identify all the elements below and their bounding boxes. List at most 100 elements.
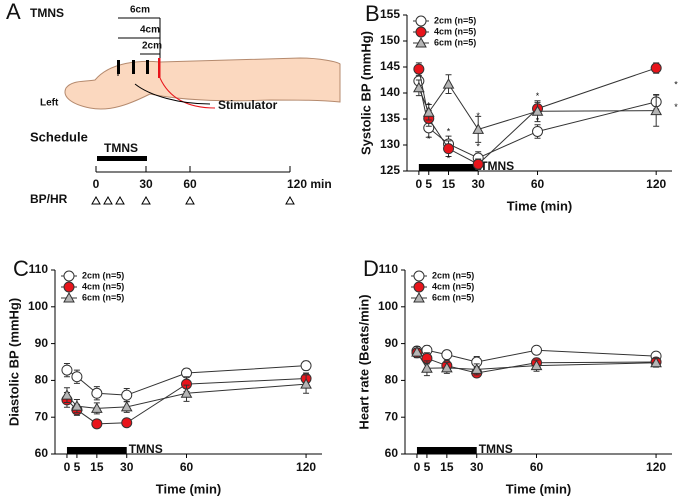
legend-marker [63,281,75,293]
marker [120,400,133,412]
schedule-title: Schedule [30,129,88,144]
marker [650,104,663,116]
side-label: Left [40,98,59,109]
marker [90,402,103,413]
marker [531,105,544,116]
marker [531,344,543,356]
measure-marks [91,195,295,205]
panel-a: A TMNS 6cm 4cm 2cm Left Stimulator Sched… [6,0,341,206]
y-tick-label: 60 [35,446,49,460]
significance: * [674,102,678,112]
x-tick-label: 30 [472,177,486,191]
marker [421,362,433,373]
marker [441,349,453,361]
significance: * [674,80,678,90]
significance: * [427,134,431,144]
y-axis-label: Diastolic BP (mmHg) [6,298,21,426]
y-tick-label: 90 [385,336,399,350]
legend-label: 4cm (n=5) [434,26,476,36]
marker [472,158,484,170]
legend-label: 4cm (n=5) [82,281,124,291]
significance: * [536,115,540,125]
y-tick-label: 130 [380,137,400,151]
y-tick-label: 110 [29,262,49,276]
y-tick-label: 80 [35,373,49,387]
schedule-bar-label: TMNS [104,141,138,155]
arm [64,57,341,110]
y-axis-label: Heart rate (Beats/min) [356,294,371,429]
significance: * [427,100,431,110]
stimulation-label: TMNS [480,159,514,173]
x-tick-label: 0 [416,177,423,191]
x-tick-label: 15 [442,177,456,191]
x-axis-label: Time (min) [507,198,573,213]
x-tick-label: 120 [646,177,666,191]
series-line [418,83,657,130]
electrode [146,60,149,74]
arrow [134,83,211,105]
marker [121,417,133,429]
marker [61,389,73,400]
distance: 6cm [130,5,150,16]
diagram-title: TMNS [30,6,64,20]
y-tick-label: 60 [385,446,399,460]
y-tick-label: 135 [380,111,400,125]
marker [61,364,73,376]
legend-marker [415,36,427,48]
significance: * [536,91,540,101]
marker [530,359,543,371]
marker [71,371,83,383]
y-tick-label: 100 [378,299,398,313]
x-tick-label: 60 [180,460,194,474]
stimulation-bar [418,164,479,171]
y-tick-label: 150 [380,33,400,47]
legend-label: 6cm (n=5) [82,292,124,302]
y-tick-label: 70 [385,409,399,423]
x-tick-label: 15 [90,460,104,474]
x-axis-label: Time (min) [156,481,222,496]
x-tick-label: 5 [424,460,431,474]
x-tick-label: 15 [440,460,454,474]
legend-label: 6cm (n=5) [432,292,474,302]
y-tick-label: 80 [385,373,399,387]
y-tick-label: 125 [380,163,400,177]
marker [443,143,455,155]
device-label: Stimulator [218,98,278,112]
legend-marker [415,26,427,38]
stimulation-bar [66,447,127,454]
wire [159,77,216,109]
legend-marker [413,291,425,303]
marker [440,361,453,373]
stimulation-bar [416,447,477,454]
significance: * [447,126,451,136]
distance: 2cm [142,41,162,52]
timeline-label: 0 [93,177,100,191]
marker [422,106,435,117]
x-tick-label: 120 [646,460,666,474]
marker [650,356,662,368]
significance: * [447,153,451,163]
x-tick-label: 5 [425,177,432,191]
marker [91,418,103,430]
x-tick-label: 5 [74,460,81,474]
legend-label: 2cm (n=5) [434,15,476,25]
stimulation-label: TMNS [129,442,163,456]
marker [470,363,483,374]
panel-letter: B [365,1,380,26]
x-tick-label: 60 [531,177,545,191]
x-tick-label: 30 [120,460,134,474]
panel-letter: C [13,256,29,281]
y-axis-label: Systolic BP (mmHg) [358,31,373,155]
legend-marker [415,15,427,27]
significance: * [476,141,480,151]
legend-marker [63,291,75,303]
panel-letter: A [6,0,21,24]
panel-letter: D [363,256,379,281]
x-tick-label: 120 [296,460,316,474]
x-tick-label: 60 [530,460,544,474]
x-tick-label: 0 [414,460,421,474]
y-tick-label: 140 [380,85,400,99]
marker [91,387,103,399]
significance: * [476,111,480,121]
